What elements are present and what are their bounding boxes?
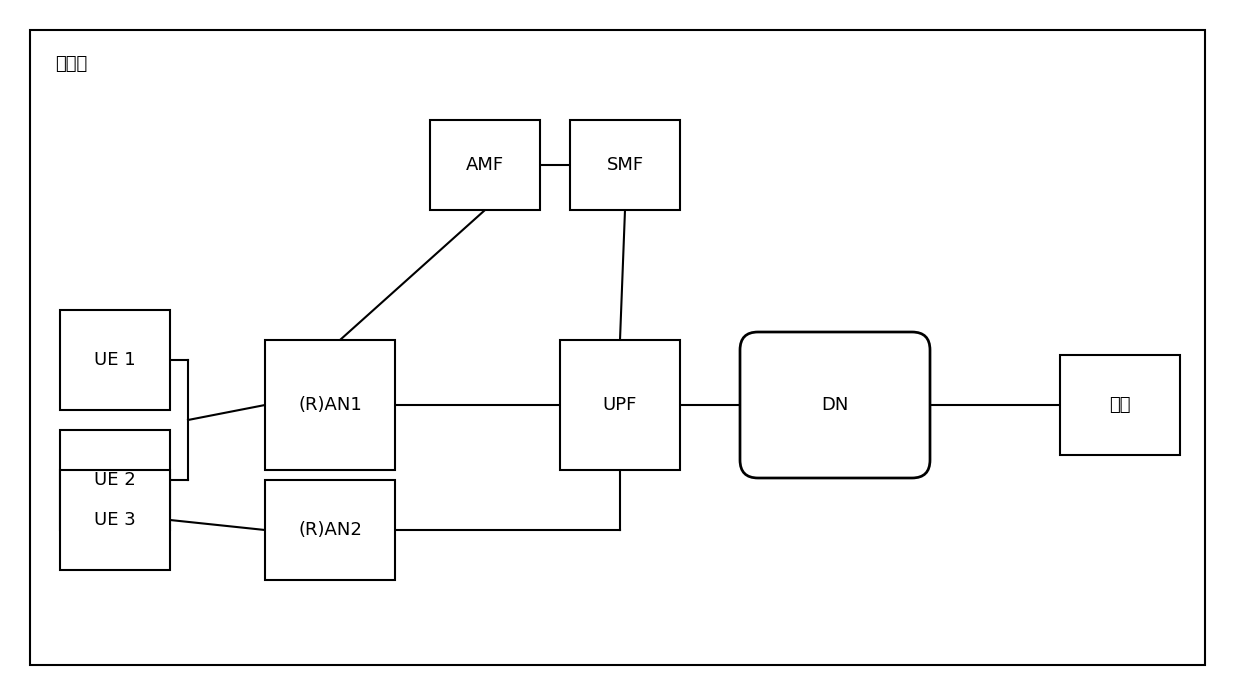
Text: UPF: UPF bbox=[603, 396, 637, 414]
Text: DN: DN bbox=[821, 396, 848, 414]
Text: (R)AN2: (R)AN2 bbox=[298, 521, 362, 539]
Bar bbox=[265, 480, 396, 580]
Text: SMF: SMF bbox=[606, 156, 644, 174]
Bar bbox=[60, 470, 170, 570]
Bar bbox=[60, 310, 170, 410]
Bar bbox=[430, 120, 539, 210]
Text: AMF: AMF bbox=[466, 156, 505, 174]
Bar bbox=[570, 120, 680, 210]
Text: UE 3: UE 3 bbox=[94, 511, 136, 529]
FancyBboxPatch shape bbox=[740, 332, 930, 478]
Bar bbox=[60, 430, 170, 530]
Text: UE 1: UE 1 bbox=[94, 351, 136, 369]
Text: 固网: 固网 bbox=[1110, 396, 1131, 414]
Bar bbox=[265, 340, 396, 470]
Bar bbox=[1060, 355, 1180, 455]
Text: UE 2: UE 2 bbox=[94, 471, 136, 489]
Text: 移动网: 移动网 bbox=[55, 55, 87, 73]
Text: (R)AN1: (R)AN1 bbox=[298, 396, 362, 414]
Bar bbox=[560, 340, 680, 470]
